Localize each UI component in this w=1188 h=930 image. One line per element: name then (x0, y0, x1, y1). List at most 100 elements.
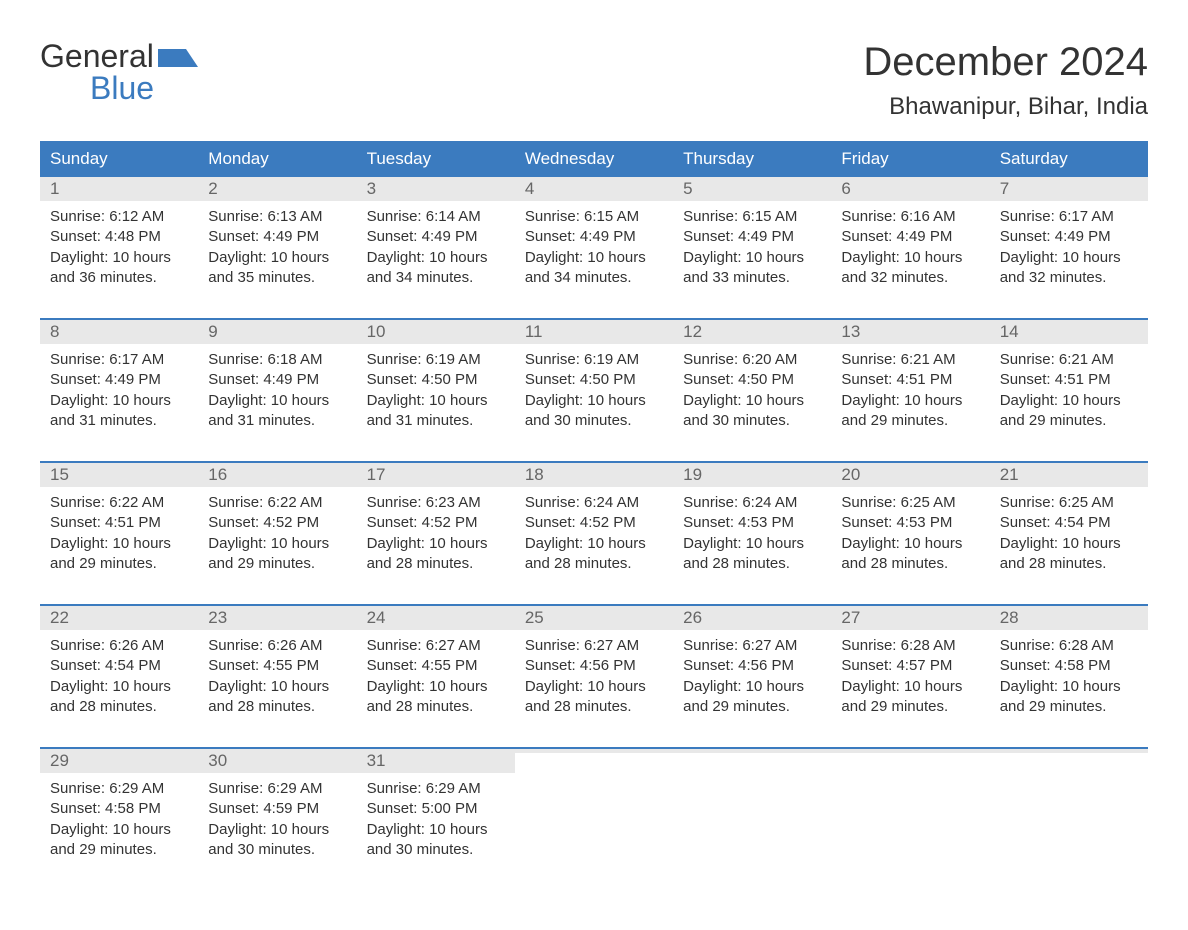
day-daylight1: Daylight: 10 hours (208, 677, 346, 697)
day-cell (831, 749, 989, 866)
day-sunset: Sunset: 4:53 PM (841, 513, 979, 533)
day-sunset: Sunset: 4:54 PM (50, 656, 188, 676)
day-daylight1: Daylight: 10 hours (841, 391, 979, 411)
day-daylight1: Daylight: 10 hours (683, 248, 821, 268)
day-daylight2: and 28 minutes. (50, 697, 188, 717)
week-row: 22Sunrise: 6:26 AMSunset: 4:54 PMDayligh… (40, 604, 1148, 723)
day-content: Sunrise: 6:21 AMSunset: 4:51 PMDaylight:… (990, 344, 1148, 437)
day-sunset: Sunset: 4:50 PM (683, 370, 821, 390)
day-sunset: Sunset: 4:58 PM (1000, 656, 1138, 676)
day-cell: 6Sunrise: 6:16 AMSunset: 4:49 PMDaylight… (831, 177, 989, 294)
day-content: Sunrise: 6:20 AMSunset: 4:50 PMDaylight:… (673, 344, 831, 437)
day-cell: 3Sunrise: 6:14 AMSunset: 4:49 PMDaylight… (357, 177, 515, 294)
day-daylight1: Daylight: 10 hours (367, 248, 505, 268)
day-content: Sunrise: 6:24 AMSunset: 4:52 PMDaylight:… (515, 487, 673, 580)
day-daylight2: and 29 minutes. (841, 411, 979, 431)
day-sunset: Sunset: 4:50 PM (525, 370, 663, 390)
day-sunset: Sunset: 4:51 PM (50, 513, 188, 533)
logo-text-part1: General (40, 38, 154, 74)
day-number-row (831, 749, 989, 753)
day-daylight2: and 29 minutes. (1000, 411, 1138, 431)
day-number: 15 (50, 465, 69, 484)
title-area: December 2024 Bhawanipur, Bihar, India (863, 40, 1148, 121)
logo-flag-icon (158, 40, 198, 72)
day-number-row: 1 (40, 177, 198, 201)
day-cell: 24Sunrise: 6:27 AMSunset: 4:55 PMDayligh… (357, 606, 515, 723)
day-number: 7 (1000, 179, 1009, 198)
day-number-row: 28 (990, 606, 1148, 630)
week-row: 1Sunrise: 6:12 AMSunset: 4:48 PMDaylight… (40, 177, 1148, 294)
day-headers-row: Sunday Monday Tuesday Wednesday Thursday… (40, 141, 1148, 177)
day-number: 26 (683, 608, 702, 627)
day-sunrise: Sunrise: 6:27 AM (683, 636, 821, 656)
day-number-row: 31 (357, 749, 515, 773)
day-cell: 18Sunrise: 6:24 AMSunset: 4:52 PMDayligh… (515, 463, 673, 580)
day-daylight1: Daylight: 10 hours (525, 677, 663, 697)
day-number-row: 22 (40, 606, 198, 630)
day-daylight1: Daylight: 10 hours (50, 248, 188, 268)
day-content: Sunrise: 6:29 AMSunset: 4:59 PMDaylight:… (198, 773, 356, 866)
day-sunrise: Sunrise: 6:17 AM (50, 350, 188, 370)
day-daylight1: Daylight: 10 hours (50, 820, 188, 840)
day-header-saturday: Saturday (990, 141, 1148, 177)
day-cell: 17Sunrise: 6:23 AMSunset: 4:52 PMDayligh… (357, 463, 515, 580)
day-daylight2: and 29 minutes. (1000, 697, 1138, 717)
day-sunrise: Sunrise: 6:14 AM (367, 207, 505, 227)
day-content: Sunrise: 6:29 AMSunset: 5:00 PMDaylight:… (357, 773, 515, 866)
day-sunset: Sunset: 4:49 PM (208, 227, 346, 247)
day-daylight2: and 29 minutes. (841, 697, 979, 717)
day-daylight2: and 32 minutes. (841, 268, 979, 288)
day-number: 13 (841, 322, 860, 341)
day-daylight2: and 33 minutes. (683, 268, 821, 288)
day-daylight1: Daylight: 10 hours (841, 677, 979, 697)
day-content: Sunrise: 6:15 AMSunset: 4:49 PMDaylight:… (673, 201, 831, 294)
day-sunrise: Sunrise: 6:28 AM (841, 636, 979, 656)
day-cell: 26Sunrise: 6:27 AMSunset: 4:56 PMDayligh… (673, 606, 831, 723)
day-daylight1: Daylight: 10 hours (208, 248, 346, 268)
day-number-row: 21 (990, 463, 1148, 487)
day-daylight1: Daylight: 10 hours (208, 820, 346, 840)
day-cell (673, 749, 831, 866)
day-sunrise: Sunrise: 6:27 AM (367, 636, 505, 656)
day-daylight1: Daylight: 10 hours (50, 534, 188, 554)
day-cell: 5Sunrise: 6:15 AMSunset: 4:49 PMDaylight… (673, 177, 831, 294)
day-content: Sunrise: 6:15 AMSunset: 4:49 PMDaylight:… (515, 201, 673, 294)
day-number: 17 (367, 465, 386, 484)
day-sunrise: Sunrise: 6:22 AM (50, 493, 188, 513)
day-daylight1: Daylight: 10 hours (683, 391, 821, 411)
day-sunrise: Sunrise: 6:20 AM (683, 350, 821, 370)
day-daylight2: and 30 minutes. (208, 840, 346, 860)
day-daylight1: Daylight: 10 hours (208, 534, 346, 554)
day-header-tuesday: Tuesday (357, 141, 515, 177)
day-sunset: Sunset: 4:49 PM (208, 370, 346, 390)
day-cell: 15 Sunrise: 6:22 AMSunset: 4:51 PMDayligh… (40, 463, 198, 580)
day-sunset: Sunset: 4:58 PM (50, 799, 188, 819)
day-daylight1: Daylight: 10 hours (367, 391, 505, 411)
day-daylight2: and 29 minutes. (208, 554, 346, 574)
day-sunset: Sunset: 4:51 PM (1000, 370, 1138, 390)
day-content: Sunrise: 6:25 AMSunset: 4:54 PMDaylight:… (990, 487, 1148, 580)
day-number-row: 5 (673, 177, 831, 201)
day-cell: 23Sunrise: 6:26 AMSunset: 4:55 PMDayligh… (198, 606, 356, 723)
day-sunrise: Sunrise: 6:12 AM (50, 207, 188, 227)
day-sunrise: Sunrise: 6:24 AM (525, 493, 663, 513)
day-number-row: 15 (40, 463, 198, 487)
day-cell: 14Sunrise: 6:21 AMSunset: 4:51 PMDayligh… (990, 320, 1148, 437)
day-cell: 27Sunrise: 6:28 AMSunset: 4:57 PMDayligh… (831, 606, 989, 723)
day-content: Sunrise: 6:19 AMSunset: 4:50 PMDaylight:… (515, 344, 673, 437)
day-number-row: 13 (831, 320, 989, 344)
day-number-row: 16 (198, 463, 356, 487)
day-number: 31 (367, 751, 386, 770)
day-number-row: 24 (357, 606, 515, 630)
day-sunset: Sunset: 4:50 PM (367, 370, 505, 390)
day-daylight1: Daylight: 10 hours (525, 534, 663, 554)
day-number: 30 (208, 751, 227, 770)
day-daylight2: and 35 minutes. (208, 268, 346, 288)
day-sunset: Sunset: 4:52 PM (367, 513, 505, 533)
day-cell: 9Sunrise: 6:18 AMSunset: 4:49 PMDaylight… (198, 320, 356, 437)
day-sunrise: Sunrise: 6:23 AM (367, 493, 505, 513)
day-number-row (515, 749, 673, 753)
day-number-row: 6 (831, 177, 989, 201)
day-sunset: Sunset: 4:56 PM (683, 656, 821, 676)
day-number-row: 11 (515, 320, 673, 344)
